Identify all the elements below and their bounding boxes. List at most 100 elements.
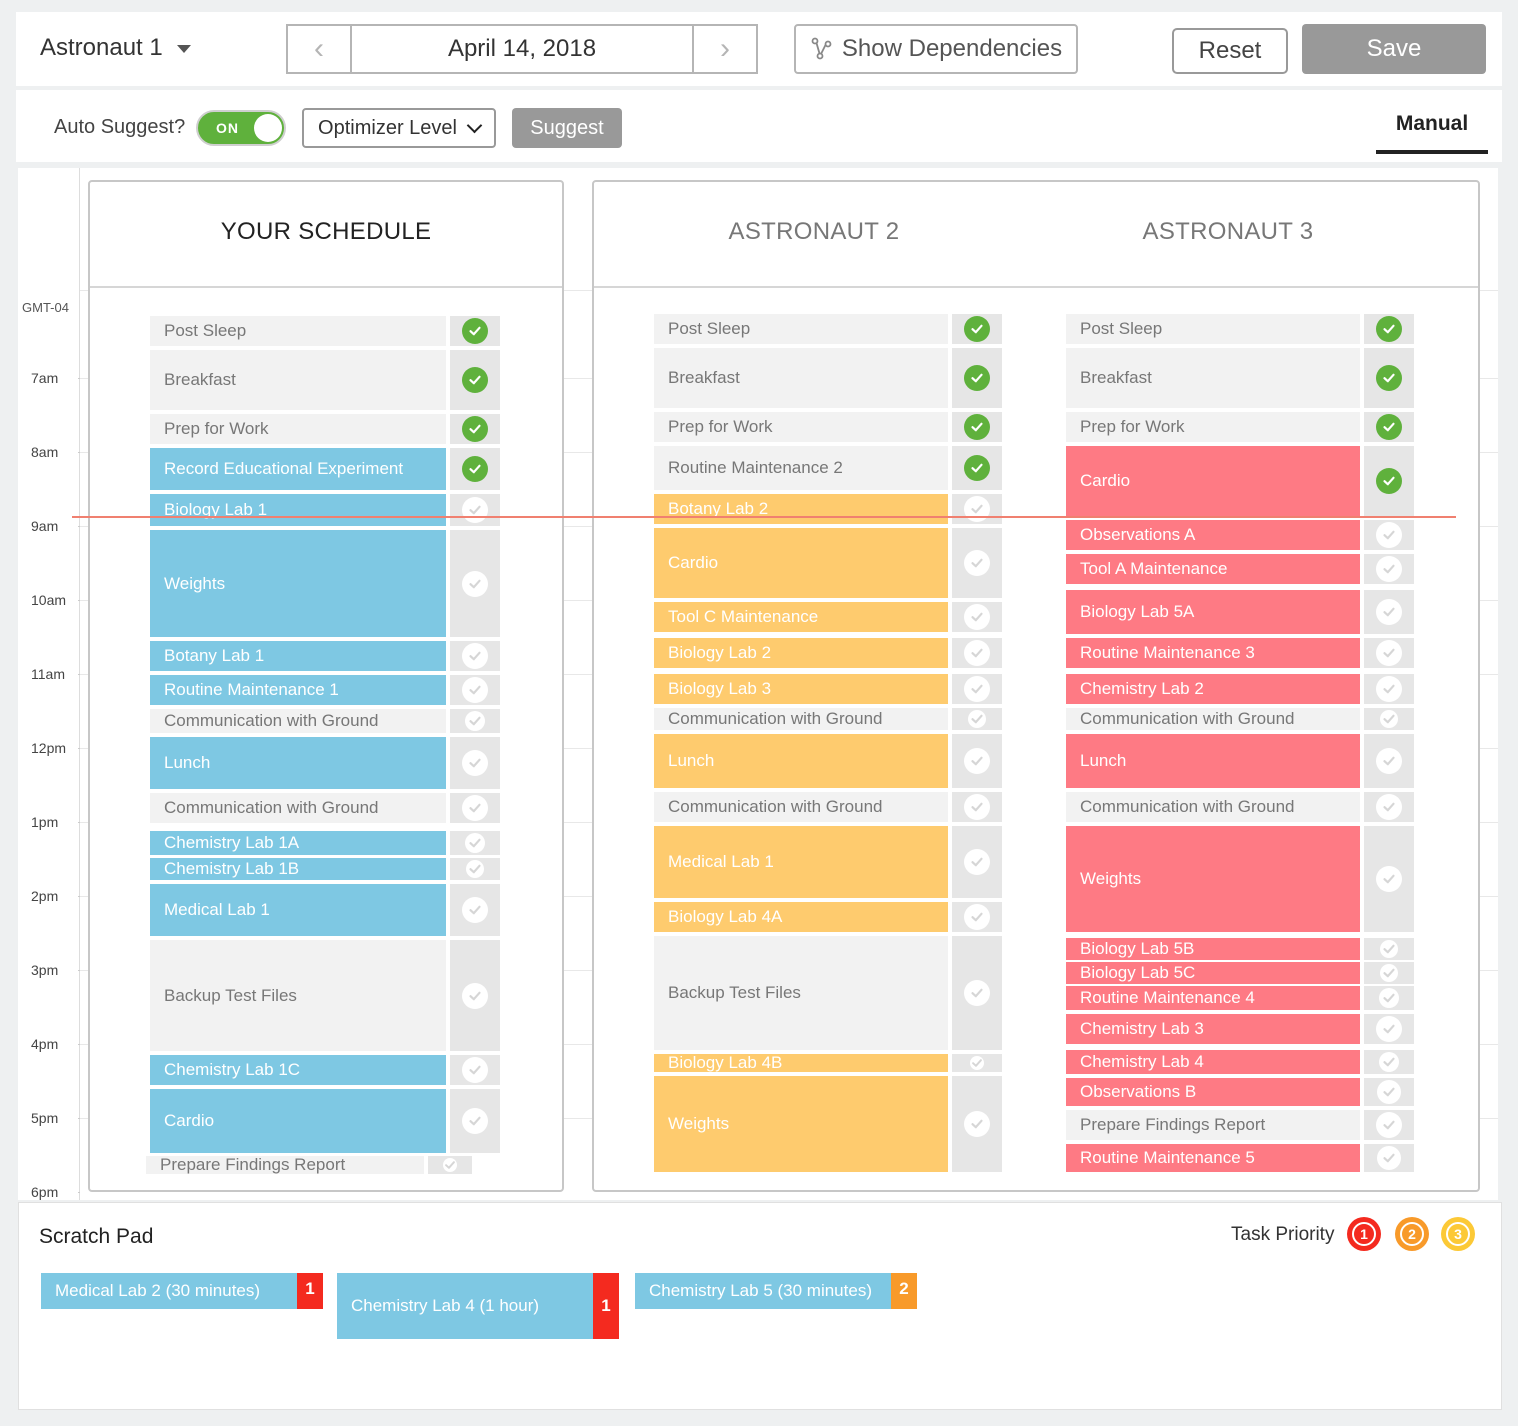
task-status[interactable] xyxy=(1364,554,1414,584)
task-block[interactable]: Biology Lab 4B xyxy=(654,1054,948,1072)
task-status[interactable] xyxy=(1364,708,1414,730)
task-status[interactable] xyxy=(1364,734,1414,788)
task-status[interactable] xyxy=(450,1055,500,1085)
task-status[interactable] xyxy=(450,350,500,410)
task-block[interactable]: Chemistry Lab 1A xyxy=(150,831,446,855)
save-button[interactable]: Save xyxy=(1302,24,1486,74)
task-status[interactable] xyxy=(952,638,1002,668)
task-block[interactable]: Weights xyxy=(1066,826,1360,932)
task-status[interactable] xyxy=(952,902,1002,932)
task-block[interactable]: Botany Lab 2 xyxy=(654,494,948,524)
task-status[interactable] xyxy=(1364,638,1414,668)
task-block[interactable]: Routine Maintenance 5 xyxy=(1066,1144,1360,1172)
task-block[interactable]: Prepare Findings Report xyxy=(146,1156,424,1174)
task-status[interactable] xyxy=(952,792,1002,822)
task-status[interactable] xyxy=(450,530,500,637)
task-status[interactable] xyxy=(450,675,500,705)
task-status[interactable] xyxy=(1364,962,1414,984)
show-dependencies-button[interactable]: Show Dependencies xyxy=(794,24,1078,74)
task-block[interactable]: Botany Lab 1 xyxy=(150,641,446,671)
task-status[interactable] xyxy=(952,348,1002,408)
task-status[interactable] xyxy=(1364,792,1414,822)
task-block[interactable]: Breakfast xyxy=(1066,348,1360,408)
task-block[interactable]: Prepare Findings Report xyxy=(1066,1110,1360,1140)
task-block[interactable]: Breakfast xyxy=(654,348,948,408)
task-block[interactable]: Biology Lab 5B xyxy=(1066,938,1360,960)
task-block[interactable]: Backup Test Files xyxy=(654,936,948,1050)
task-block[interactable]: Communication with Ground xyxy=(150,709,446,733)
task-block[interactable]: Cardio xyxy=(1066,446,1360,516)
task-status[interactable] xyxy=(450,448,500,490)
task-status[interactable] xyxy=(1364,1144,1414,1172)
task-status[interactable] xyxy=(450,1089,500,1153)
task-block[interactable]: Communication with Ground xyxy=(1066,708,1360,730)
task-status[interactable] xyxy=(1364,1078,1414,1106)
task-status[interactable] xyxy=(1364,520,1414,550)
task-status[interactable] xyxy=(952,826,1002,898)
task-block[interactable]: Chemistry Lab 3 xyxy=(1066,1014,1360,1044)
task-status[interactable] xyxy=(1364,1050,1414,1074)
task-status[interactable] xyxy=(952,674,1002,704)
task-status[interactable] xyxy=(952,708,1002,730)
task-block[interactable]: Prep for Work xyxy=(1066,412,1360,442)
task-block[interactable]: Post Sleep xyxy=(1066,314,1360,344)
task-block[interactable]: Weights xyxy=(654,1076,948,1172)
task-status[interactable] xyxy=(450,858,500,880)
task-block[interactable]: Communication with Ground xyxy=(654,708,948,730)
task-block[interactable]: Cardio xyxy=(654,528,948,598)
task-status[interactable] xyxy=(1364,412,1414,442)
task-block[interactable]: Lunch xyxy=(150,737,446,789)
task-status[interactable] xyxy=(450,414,500,444)
task-block[interactable]: Communication with Ground xyxy=(654,792,948,822)
task-status[interactable] xyxy=(952,936,1002,1050)
task-block[interactable]: Biology Lab 5A xyxy=(1066,590,1360,634)
task-status[interactable] xyxy=(1364,938,1414,960)
task-block[interactable]: Biology Lab 5C xyxy=(1066,962,1360,984)
task-block[interactable]: Biology Lab 2 xyxy=(654,638,948,668)
task-block[interactable]: Observations A xyxy=(1066,520,1360,550)
optimizer-level-dropdown[interactable]: Optimizer Level xyxy=(302,108,496,148)
task-block[interactable]: Biology Lab 1 xyxy=(150,494,446,526)
task-block[interactable]: Routine Maintenance 4 xyxy=(1066,986,1360,1010)
task-block[interactable]: Routine Maintenance 3 xyxy=(1066,638,1360,668)
task-status[interactable] xyxy=(450,793,500,823)
tab-manual[interactable]: Manual xyxy=(1376,112,1488,154)
task-status[interactable] xyxy=(952,446,1002,490)
task-status[interactable] xyxy=(450,884,500,936)
task-status[interactable] xyxy=(450,831,500,855)
task-block[interactable]: Prep for Work xyxy=(654,412,948,442)
task-block[interactable]: Chemistry Lab 4 xyxy=(1066,1050,1360,1074)
astronaut-select[interactable]: Astronaut 1 xyxy=(40,34,191,62)
task-block[interactable]: Post Sleep xyxy=(654,314,948,344)
task-status[interactable] xyxy=(952,494,1002,524)
task-status[interactable] xyxy=(450,641,500,671)
task-status[interactable] xyxy=(1364,674,1414,704)
task-status[interactable] xyxy=(952,1054,1002,1072)
prev-day-button[interactable]: ‹ xyxy=(288,26,350,72)
scratch-task[interactable]: Chemistry Lab 5 (30 minutes) 2 xyxy=(635,1273,917,1309)
task-block[interactable]: Lunch xyxy=(654,734,948,788)
task-block[interactable]: Chemistry Lab 1C xyxy=(150,1055,446,1085)
task-status[interactable] xyxy=(952,314,1002,344)
task-status[interactable] xyxy=(450,316,500,346)
task-block[interactable]: Record Educational Experiment xyxy=(150,448,446,490)
task-status[interactable] xyxy=(450,737,500,789)
task-status[interactable] xyxy=(1364,348,1414,408)
task-block[interactable]: Prep for Work xyxy=(150,414,446,444)
task-block[interactable]: Lunch xyxy=(1066,734,1360,788)
task-status[interactable] xyxy=(450,709,500,733)
task-block[interactable]: Weights xyxy=(150,530,446,637)
task-status[interactable] xyxy=(1364,1110,1414,1140)
task-status[interactable] xyxy=(450,940,500,1051)
suggest-button[interactable]: Suggest xyxy=(512,108,622,148)
task-block[interactable]: Medical Lab 1 xyxy=(150,884,446,936)
task-block[interactable]: Tool C Maintenance xyxy=(654,602,948,632)
task-status[interactable] xyxy=(428,1156,472,1174)
auto-suggest-toggle[interactable]: ON xyxy=(196,110,286,146)
task-block[interactable]: Post Sleep xyxy=(150,316,446,346)
task-block[interactable]: Breakfast xyxy=(150,350,446,410)
task-status[interactable] xyxy=(1364,1014,1414,1044)
task-status[interactable] xyxy=(1364,826,1414,932)
task-block[interactable]: Routine Maintenance 2 xyxy=(654,446,948,490)
task-block[interactable]: Backup Test Files xyxy=(150,940,446,1051)
